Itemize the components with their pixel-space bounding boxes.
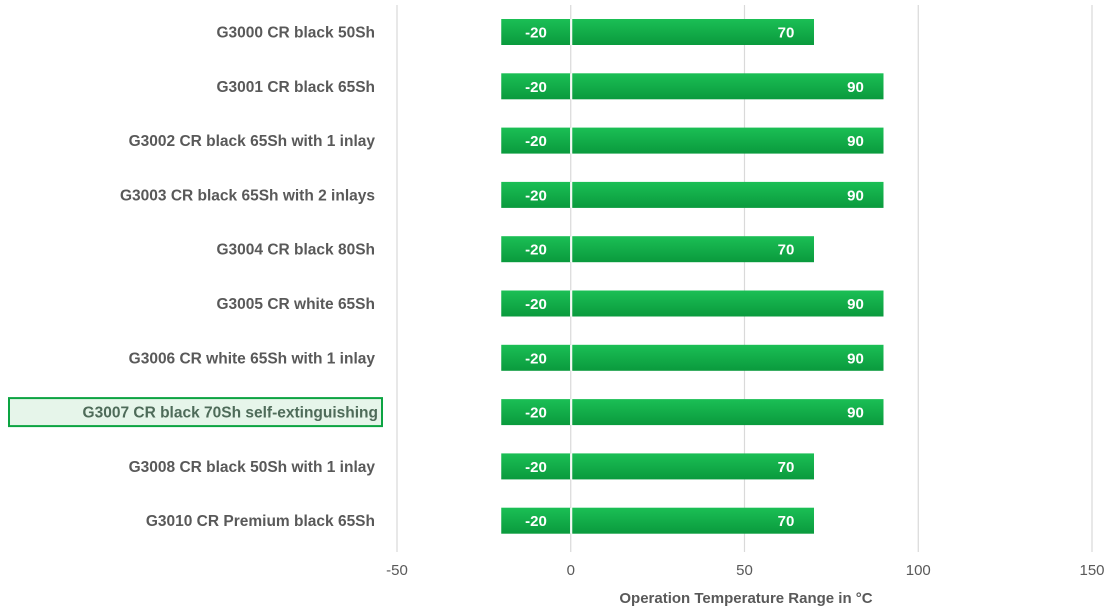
bar-low-label: -20 <box>525 25 547 42</box>
category-label: G3000 CR black 50Sh <box>216 25 375 42</box>
bar-high-label: 70 <box>778 513 795 530</box>
category-label: G3007 CR black 70Sh self-extinguishing <box>83 405 378 422</box>
bar-low-segment <box>501 73 571 100</box>
category-label: G3001 CR black 65Sh <box>216 79 375 96</box>
bar-high-label: 90 <box>847 296 864 313</box>
bar-high-segment <box>572 127 884 154</box>
bar-high-label: 90 <box>847 133 864 150</box>
category-label: G3010 CR Premium black 65Sh <box>146 513 375 530</box>
bar-low-label: -20 <box>525 513 547 530</box>
bar-high-label: 70 <box>778 459 795 476</box>
bar-low-segment <box>501 236 571 263</box>
category-label: G3005 CR white 65Sh <box>216 296 375 313</box>
bar-low-segment <box>501 290 571 317</box>
bar-high-label: 70 <box>778 242 795 259</box>
bar-low-label: -20 <box>525 350 547 367</box>
bar-low-segment <box>501 181 571 208</box>
x-tick-label: 50 <box>736 562 753 579</box>
bar-high-label: 90 <box>847 187 864 204</box>
bar-high-label: 90 <box>847 79 864 96</box>
bar-low-label: -20 <box>525 79 547 96</box>
bar-high-label: 90 <box>847 405 864 422</box>
bar-low-segment <box>501 127 571 154</box>
x-tick-label: 100 <box>906 562 931 579</box>
bar-low-segment <box>501 399 571 426</box>
bar-low-segment <box>501 19 571 45</box>
bar-high-segment <box>572 181 884 208</box>
bar-high-segment <box>572 19 814 45</box>
category-label: G3008 CR black 50Sh with 1 inlay <box>129 459 376 476</box>
bar-low-label: -20 <box>525 459 547 476</box>
x-tick-label: 150 <box>1079 562 1104 579</box>
bar-high-label: 90 <box>847 350 864 367</box>
bars: -20 70 -20 90 -20 90 -20 90 -20 70 -20 90 -20 90 -20 90… <box>501 19 884 534</box>
bar-high-segment <box>572 507 814 534</box>
bar-low-label: -20 <box>525 133 547 150</box>
bar-low-label: -20 <box>525 187 547 204</box>
bar-high-label: 70 <box>778 25 795 42</box>
bar-high-segment <box>572 236 814 263</box>
category-label: G3003 CR black 65Sh with 2 inlays <box>120 187 375 204</box>
highlight-box <box>8 397 383 428</box>
bar-low-segment <box>501 453 571 480</box>
bar-low-segment <box>501 507 571 534</box>
category-label: G3002 CR black 65Sh with 1 inlay <box>129 133 376 150</box>
x-tick-label: 0 <box>567 562 575 579</box>
category-labels: G3000 CR black 50Sh G3001 CR black 65Sh G3… <box>8 25 383 530</box>
bar-high-segment <box>572 399 884 426</box>
bar-high-segment <box>572 453 814 480</box>
category-label: G3006 CR white 65Sh with 1 inlay <box>129 350 376 367</box>
category-label: G3004 CR black 80Sh <box>216 242 375 259</box>
bar-low-label: -20 <box>525 242 547 259</box>
bar-high-segment <box>572 344 884 371</box>
bar-high-segment <box>572 290 884 317</box>
x-axis-ticks: -50 0 50 100 150 <box>386 562 1104 579</box>
bar-high-segment <box>572 73 884 100</box>
x-axis-title: Operation Temperature Range in °C <box>619 590 872 607</box>
x-tick-label: -50 <box>386 562 408 579</box>
bar-low-label: -20 <box>525 296 547 313</box>
bar-low-label: -20 <box>525 405 547 422</box>
bar-low-segment <box>501 344 571 371</box>
